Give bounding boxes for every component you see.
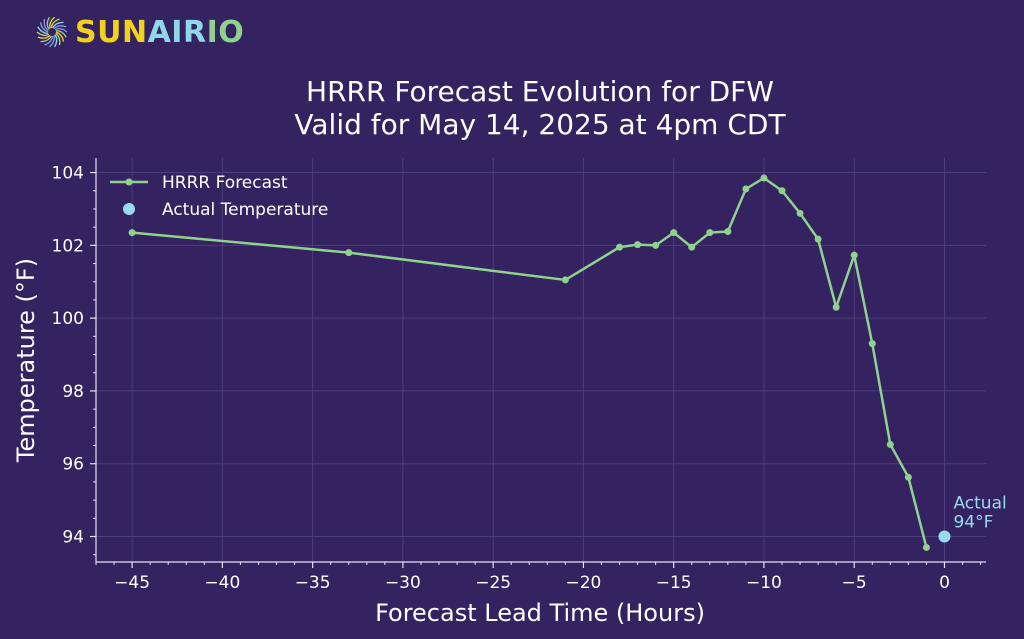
sun-swirl-stroke (53, 25, 67, 30)
forecast-point (832, 303, 840, 311)
actual-point (938, 530, 951, 543)
forecast-point (561, 276, 569, 284)
sun-swirl-stroke (37, 34, 51, 39)
sun-swirl-stroke (55, 31, 65, 42)
legend-forecast-marker (125, 178, 133, 186)
legend-forecast-label: HRRR Forecast (162, 173, 288, 193)
brand-name-io: IO (207, 15, 245, 50)
forecast-point (634, 241, 642, 249)
x-tick-label: −35 (295, 573, 331, 593)
sun-swirl-stroke (37, 26, 49, 35)
x-tick-label: 0 (939, 573, 950, 593)
y-tick-label: 100 (52, 309, 84, 329)
sun-swirl-stroke (39, 22, 49, 33)
sun-swirl-stroke (54, 34, 58, 48)
forecast-point (670, 229, 678, 237)
sun-swirl-stroke (52, 21, 64, 29)
sun-swirl-stroke (36, 31, 50, 37)
brand-name: SUNAIRIO (75, 15, 244, 50)
x-tick-label: −25 (475, 573, 511, 593)
x-tick-label: −15 (656, 573, 692, 593)
x-tick-label: −20 (565, 573, 601, 593)
sun-swirl-icon (36, 16, 68, 48)
legend-actual-marker (123, 203, 135, 215)
forecast-point (814, 235, 822, 243)
actual-annotation-line1: Actual (953, 494, 1006, 514)
forecast-point (742, 185, 750, 193)
forecast-point (345, 249, 353, 257)
x-tick-label: −5 (842, 573, 867, 593)
forecast-point (850, 251, 858, 259)
forecast-point (868, 340, 876, 348)
y-tick-label: 104 (52, 164, 84, 184)
sun-swirl-stroke (50, 18, 60, 29)
forecast-series (128, 174, 951, 551)
forecast-point (724, 228, 732, 236)
sun-swirl-stroke (55, 32, 61, 46)
y-tick-label: 94 (62, 528, 84, 548)
forecast-point (760, 174, 768, 182)
chart-title: HRRR Forecast Evolution for DFW (306, 75, 774, 108)
y-tick-label: 98 (62, 382, 84, 402)
sun-swirl-stroke (44, 35, 54, 46)
x-axis-label: Forecast Lead Time (Hours) (375, 599, 705, 627)
forecast-point (796, 209, 804, 217)
legend: HRRR Forecast Actual Temperature (110, 173, 328, 220)
chart-subtitle: Valid for May 14, 2025 at 4pm CDT (294, 108, 786, 141)
sun-swirl-stroke (40, 35, 52, 43)
forecast-point (706, 229, 714, 237)
forecast-point (616, 243, 624, 251)
actual-annotation-line2: 94°F (953, 513, 993, 533)
forecast-point (778, 187, 786, 195)
x-axis-ticks: −45 −40 −35 −30 −25 −20 −15 −10 −5 0 (95, 562, 982, 593)
legend-actual-label: Actual Temperature (162, 200, 328, 220)
brand-logo: SUNAIRIO (36, 15, 244, 50)
grid-lines (96, 158, 986, 562)
sun-swirl-stroke (55, 29, 67, 38)
y-axis-ticks: 94 96 98 100 102 104 (52, 164, 96, 556)
sun-swirl-stroke (48, 35, 55, 48)
forecast-point (886, 440, 894, 448)
sun-swirl-stroke (46, 16, 50, 30)
forecast-point (652, 241, 660, 249)
brand-name-sun: SUN (75, 15, 148, 50)
y-tick-label: 96 (62, 455, 84, 475)
y-tick-label: 102 (52, 236, 84, 256)
sun-swirl-stroke (54, 27, 68, 33)
forecast-point (128, 229, 136, 237)
forecast-point (688, 243, 696, 251)
y-axis-label: Temperature (°F) (12, 258, 40, 463)
forecast-point (904, 473, 912, 481)
x-tick-label: −45 (114, 573, 150, 593)
sun-swirl-stroke (49, 16, 56, 29)
x-tick-label: −40 (204, 573, 240, 593)
forecast-point (922, 543, 930, 551)
brand-name-air: AIR (148, 15, 207, 50)
sun-swirl-stroke (43, 18, 49, 32)
axes (95, 158, 986, 563)
x-tick-label: −10 (746, 573, 782, 593)
x-tick-label: −30 (385, 573, 421, 593)
